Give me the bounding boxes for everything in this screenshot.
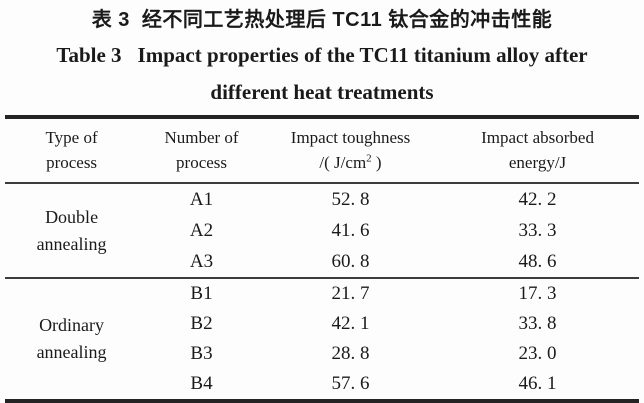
table-title-en-text: Impact properties of the TC11 titanium a… bbox=[137, 43, 588, 67]
header-line: Impact toughness bbox=[290, 128, 411, 147]
impact-toughness-cell: 21. 7 bbox=[264, 277, 437, 309]
table-title-en-line2: different heat treatments bbox=[210, 80, 434, 104]
units-pre: /( J/cm bbox=[319, 153, 367, 172]
header-line: process bbox=[46, 153, 98, 172]
header-line: energy/J bbox=[508, 153, 567, 172]
impact-energy-cell: 33. 3 bbox=[518, 219, 557, 241]
col-header-impact-absorbed-energy: Impact absorbed energy/J bbox=[436, 117, 639, 184]
impact-toughness-cell: 52. 8 bbox=[331, 188, 370, 210]
table-title-chinese: 表 3 经不同工艺热处理后 TC11 钛合金的冲击性能 bbox=[5, 6, 639, 34]
process-type-label: Double annealing bbox=[36, 206, 107, 254]
col-header-type-of-process: Type of process bbox=[5, 117, 139, 184]
process-type-cell-double-annealing: Double annealing bbox=[5, 183, 138, 278]
process-type-cell-ordinary-annealing: Ordinary annealing bbox=[5, 277, 139, 401]
impact-toughness-cell: 41. 6 bbox=[331, 219, 370, 241]
table-row-a2: A2 41. 6 33. 3 bbox=[5, 215, 639, 246]
process-type-label: Ordinary annealing bbox=[36, 315, 107, 362]
header-line: process bbox=[176, 153, 228, 172]
impact-toughness-cell: 60. 8 bbox=[331, 250, 370, 272]
col-header-impact-toughness: Impact toughness /( J/cm2 ) bbox=[264, 117, 437, 184]
table-row-b3: B3 28. 8 23. 0 bbox=[5, 339, 639, 369]
table-number-cn: 表 3 bbox=[91, 9, 130, 31]
process-number-cell: B2 bbox=[190, 313, 213, 334]
header-row: Type of process Number of process Impact… bbox=[5, 117, 639, 184]
table-title-en-line1: Table 3 Impact properties of the TC11 tit… bbox=[5, 37, 639, 74]
process-number-cell: B4 bbox=[190, 373, 213, 394]
col-header-number-of-process: Number of process bbox=[138, 117, 265, 184]
units-superscript: 2 bbox=[366, 152, 372, 165]
table-number-en: Table 3 bbox=[56, 43, 122, 67]
table-row-a3: A3 60. 8 48. 6 bbox=[5, 246, 639, 278]
table-title-english: Table 3 Impact properties of the TC11 tit… bbox=[5, 37, 639, 111]
impact-energy-cell: 42. 2 bbox=[518, 188, 557, 210]
header-line: Type of bbox=[45, 128, 98, 147]
table-row-b1: Ordinary annealing B1 21. 7 17. 3 bbox=[5, 277, 639, 401]
process-number-cell: A2 bbox=[189, 219, 214, 241]
impact-energy-cell: 17. 3 bbox=[436, 277, 639, 309]
impact-toughness-cell: 42. 1 bbox=[331, 313, 370, 334]
table-body: Double annealing A1 52. 8 42. 2 A2 41. 6… bbox=[5, 183, 639, 401]
table-row-b4: B4 57. 6 46. 1 bbox=[5, 369, 639, 401]
process-number-cell: A1 bbox=[189, 188, 214, 210]
table-row-a1: Double annealing A1 52. 8 42. 2 bbox=[5, 183, 639, 254]
units-post: ) bbox=[371, 153, 382, 172]
table-header: Type of process Number of process Impact… bbox=[5, 117, 639, 184]
impact-properties-table: Type of process Number of process Impact… bbox=[5, 115, 639, 403]
impact-toughness-cell: 57. 6 bbox=[331, 373, 370, 394]
header-line-units: /( J/cm2 ) bbox=[265, 150, 436, 175]
table-row-b2: B2 42. 1 33. 8 bbox=[5, 309, 639, 339]
process-number-cell: A3 bbox=[189, 250, 214, 272]
process-number-cell: B3 bbox=[190, 343, 213, 364]
process-number-cell: B1 bbox=[138, 277, 265, 309]
impact-energy-cell: 23. 0 bbox=[518, 343, 557, 364]
impact-energy-cell: 46. 1 bbox=[518, 373, 557, 394]
header-line: Number of bbox=[164, 128, 239, 147]
impact-energy-cell: 48. 6 bbox=[518, 250, 557, 272]
impact-energy-cell: 33. 8 bbox=[518, 313, 557, 334]
table-title-cn-text: 经不同工艺热处理后 TC11 钛合金的冲击性能 bbox=[141, 9, 553, 31]
header-line: Impact absorbed bbox=[481, 128, 594, 147]
impact-toughness-cell: 28. 8 bbox=[331, 343, 370, 364]
